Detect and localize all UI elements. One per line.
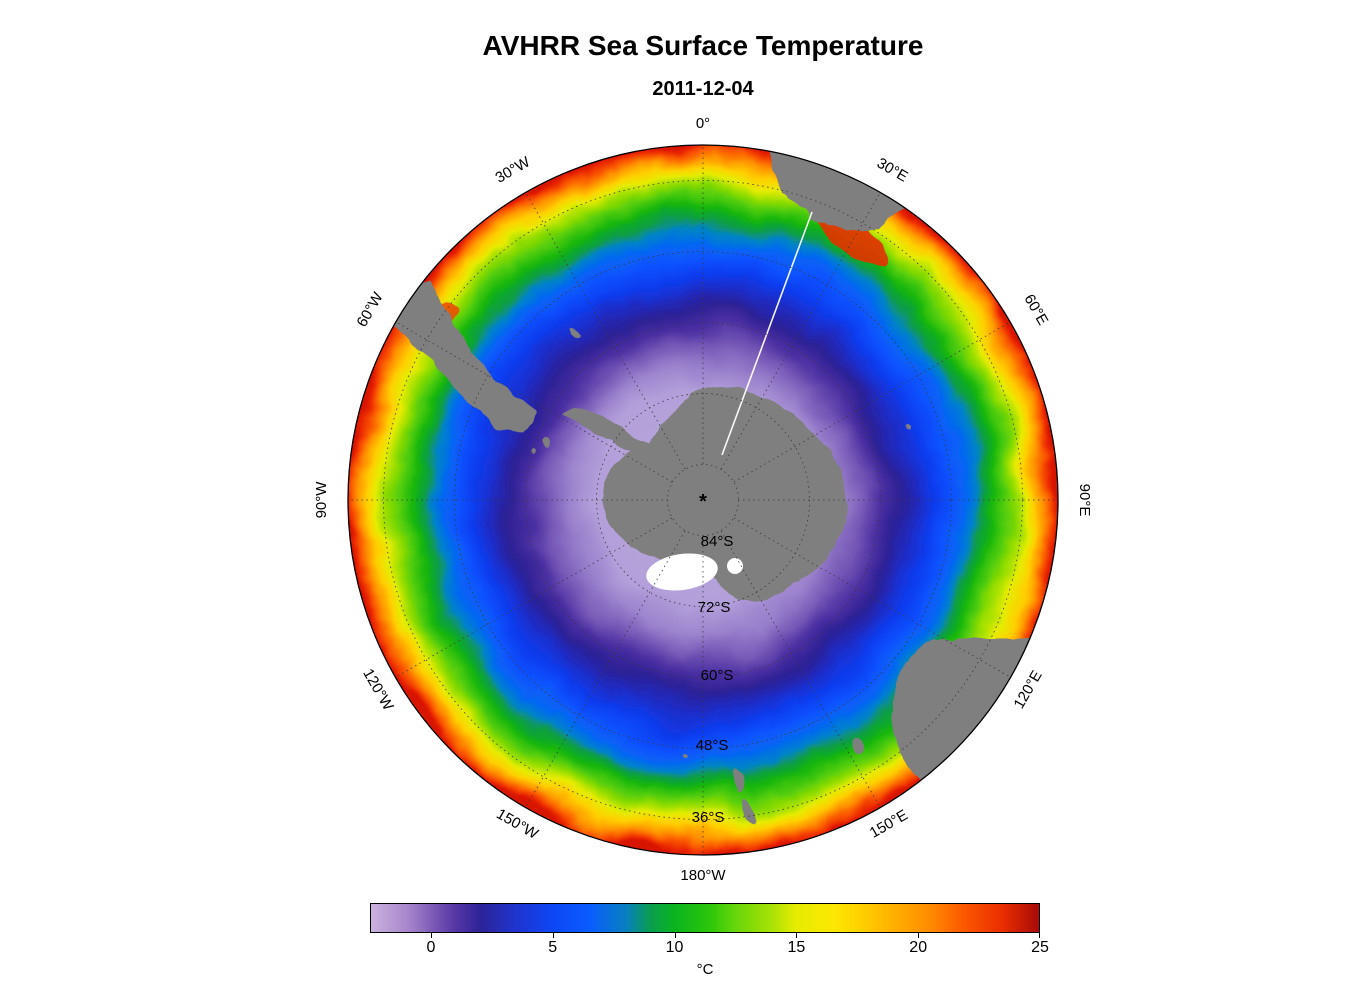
meridian-30e [720, 192, 881, 470]
colorbar-tickmark [796, 933, 798, 938]
new-zealand-south-island [741, 799, 757, 825]
lat-label-36s: 36°S [692, 809, 725, 826]
peninsula-island-1 [541, 438, 549, 446]
colorbar: 0 5 10 15 20 25 °C [370, 903, 1049, 978]
meridian-60e [733, 321, 1011, 483]
colorbar-tick-label: 10 [665, 939, 684, 956]
lat-label-72s: 72°S [698, 599, 731, 616]
lon-label-30e: 30°E [874, 155, 911, 186]
colorbar-tick-label: 0 [426, 939, 436, 956]
tasmania-island [851, 738, 865, 752]
colorbar-ticks: 0 5 10 15 20 25 [370, 933, 1049, 959]
meridian-120w [395, 517, 673, 678]
australia-landmass [891, 640, 1058, 813]
colorbar-tickmark [552, 933, 554, 938]
lat-circle-36s [383, 180, 1023, 820]
new-zealand-north-island [731, 767, 743, 793]
antarctica-landmass [563, 386, 847, 603]
lon-label-60e: 60°E [1020, 291, 1051, 328]
colorbar-tickmark [430, 933, 432, 938]
lon-label-90e: 90°E [1076, 484, 1093, 517]
colorbar-tick-label: 5 [548, 939, 558, 956]
lon-label-120e: 120°E [1010, 668, 1045, 712]
colorbar-unit-label: °C [696, 961, 714, 978]
colorbar-tickmark [918, 933, 920, 938]
latitude-labels: 84°S 72°S 60°S 48°S 36°S [692, 533, 734, 826]
meridian-150e [720, 530, 881, 808]
lon-label-30w: 30°W [493, 153, 534, 187]
colorbar-tick-label: 25 [1031, 939, 1049, 956]
colorbar-tickmark [674, 933, 676, 938]
colorbar-tickmark [1038, 933, 1040, 938]
meridian-60w [395, 321, 673, 483]
south-georgia-island [570, 329, 582, 339]
colorbar-tick-label: 15 [787, 939, 806, 956]
figure-title: AVHRR Sea Surface Temperature [482, 30, 924, 61]
lon-label-180: 180°W [680, 867, 726, 884]
meridian-150w [525, 530, 686, 808]
south-america-landmass [360, 280, 538, 432]
lat-label-60s: 60°S [701, 667, 734, 684]
colorbar-gradient [370, 903, 1040, 933]
lon-label-60w: 60°W [354, 289, 388, 330]
ross-ice-shelf-white-area [646, 553, 718, 591]
data-gap-line [721, 211, 813, 456]
figure-date: 2011-12-04 [652, 78, 754, 100]
lat-circle-48s [454, 251, 952, 749]
lon-label-120w: 120°W [359, 666, 397, 714]
ice-shelf-white-patch [727, 558, 743, 574]
lon-label-0: 0° [696, 115, 710, 132]
meridian-30w [525, 192, 686, 470]
pole-marker: * [699, 491, 707, 513]
graticule [348, 145, 1058, 855]
map-rim [347, 144, 1059, 856]
meridian-120e [733, 517, 1011, 678]
lon-label-90w: 90°W [313, 481, 330, 519]
lat-label-48s: 48°S [696, 737, 729, 754]
small-island-east [905, 424, 911, 430]
colorbar-tick-label: 20 [909, 939, 928, 956]
lat-label-84s: 84°S [701, 533, 734, 550]
small-island-south [684, 753, 690, 759]
peninsula-island-2 [528, 449, 534, 455]
